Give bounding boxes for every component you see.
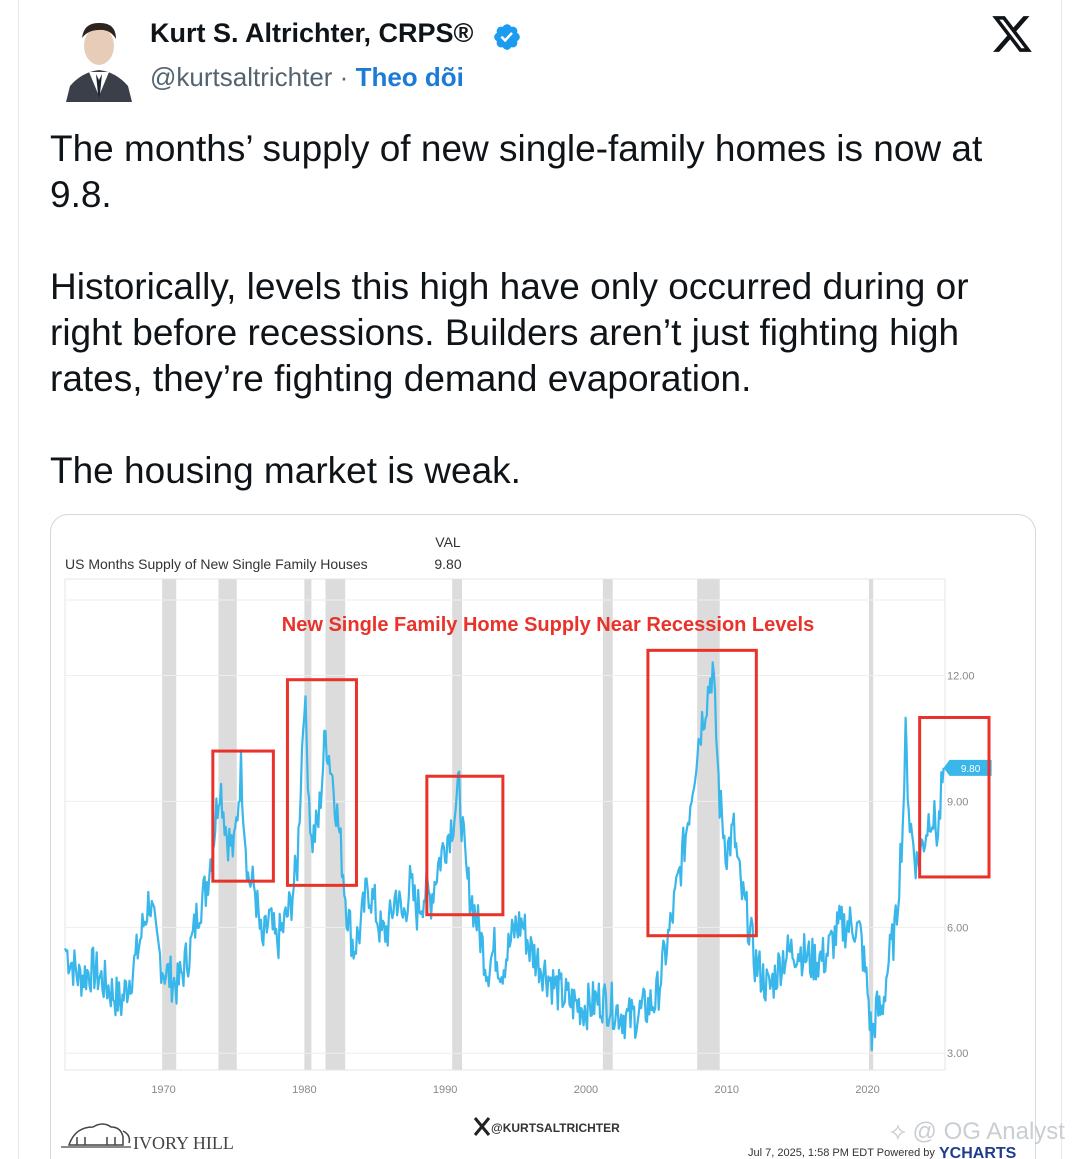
chart-image[interactable]: 3.00 6.00 9.00 12.00 1970 1980 1990 2000 2010 202…	[50, 514, 1036, 1159]
x-tick-label: 2010	[715, 1084, 739, 1096]
handle-line: @kurtsaltrichter · Theo dõi	[150, 62, 464, 93]
tweet-text: The months’ supply of new single-family …	[50, 126, 1040, 540]
highlight-box	[425, 774, 505, 917]
recession-band	[697, 579, 720, 1070]
y-tick-label: 12.00	[947, 671, 975, 683]
highlight-box	[646, 648, 758, 938]
val-header: VAL	[435, 534, 461, 550]
end-value-marker	[943, 759, 992, 776]
watermark: ⟡ @ OG Analyst	[890, 1118, 1065, 1145]
recession-band	[868, 579, 874, 1070]
footer-ycharts: YCHARTS	[939, 1145, 1017, 1159]
x-tick-label: 1990	[433, 1084, 457, 1096]
chart-text: 3.00 6.00 9.00 12.00 1970 1980 1990 2000 2010 202…	[65, 534, 1017, 1159]
x-tick-label: 1980	[292, 1084, 316, 1096]
avatar[interactable]	[62, 14, 134, 102]
author-name[interactable]: Kurt S. Altrichter, CRPS®	[150, 18, 474, 48]
y-tick-label: 3.00	[947, 1048, 968, 1060]
follow-button[interactable]: Theo dõi	[355, 62, 464, 92]
footer-date: Jul 7, 2025, 1:58 PM EDT Powered by	[748, 1147, 935, 1159]
recession-band	[218, 579, 237, 1070]
y-tick-label: 6.00	[947, 922, 968, 934]
highlight-box	[285, 678, 358, 887]
recession-band	[162, 579, 177, 1070]
author-handle[interactable]: @kurtsaltrichter	[150, 62, 333, 92]
tweet-paragraph: The months’ supply of new single-family …	[50, 128, 983, 215]
line-series	[63, 661, 992, 1052]
recession-band	[304, 579, 312, 1070]
y-tick-label: 9.00	[947, 796, 968, 808]
separator-dot: ·	[339, 62, 349, 92]
val-value: 9.80	[434, 556, 461, 572]
recession-bands	[162, 579, 874, 1070]
tweet-card	[18, 0, 1062, 1159]
verified-badge-icon	[494, 24, 520, 50]
chart-svg: 3.00 6.00 9.00 12.00 1970 1980 1990 2000 2010 202…	[61, 534, 1017, 1159]
grid-lines	[64, 578, 946, 1071]
series-title: US Months Supply of New Single Family Ho…	[65, 556, 368, 572]
highlight-box	[211, 749, 275, 883]
x-mark-icon	[473, 1117, 491, 1136]
footer-handle: @KURTSALTRICHTER	[491, 1121, 620, 1135]
recession-band	[602, 579, 613, 1070]
tweet-paragraph: Historically, levels this high have only…	[50, 266, 969, 399]
footer-brand: IVORY HILL	[133, 1133, 234, 1153]
tweet-paragraph: The housing market is weak.	[50, 450, 521, 491]
x-tick-label: 1970	[151, 1084, 175, 1096]
x-tick-label: 2020	[855, 1084, 879, 1096]
highlight-box	[918, 715, 991, 879]
x-logo-icon[interactable]	[990, 12, 1034, 56]
ivory-hill-logo	[61, 1123, 131, 1148]
highlight-boxes	[211, 648, 991, 938]
x-tick-label: 2000	[574, 1084, 598, 1096]
plot-area	[64, 578, 946, 1071]
end-value-label: 9.80	[961, 764, 981, 775]
recession-band	[452, 579, 463, 1070]
chart-annotation: New Single Family Home Supply Near Reces…	[282, 614, 814, 636]
